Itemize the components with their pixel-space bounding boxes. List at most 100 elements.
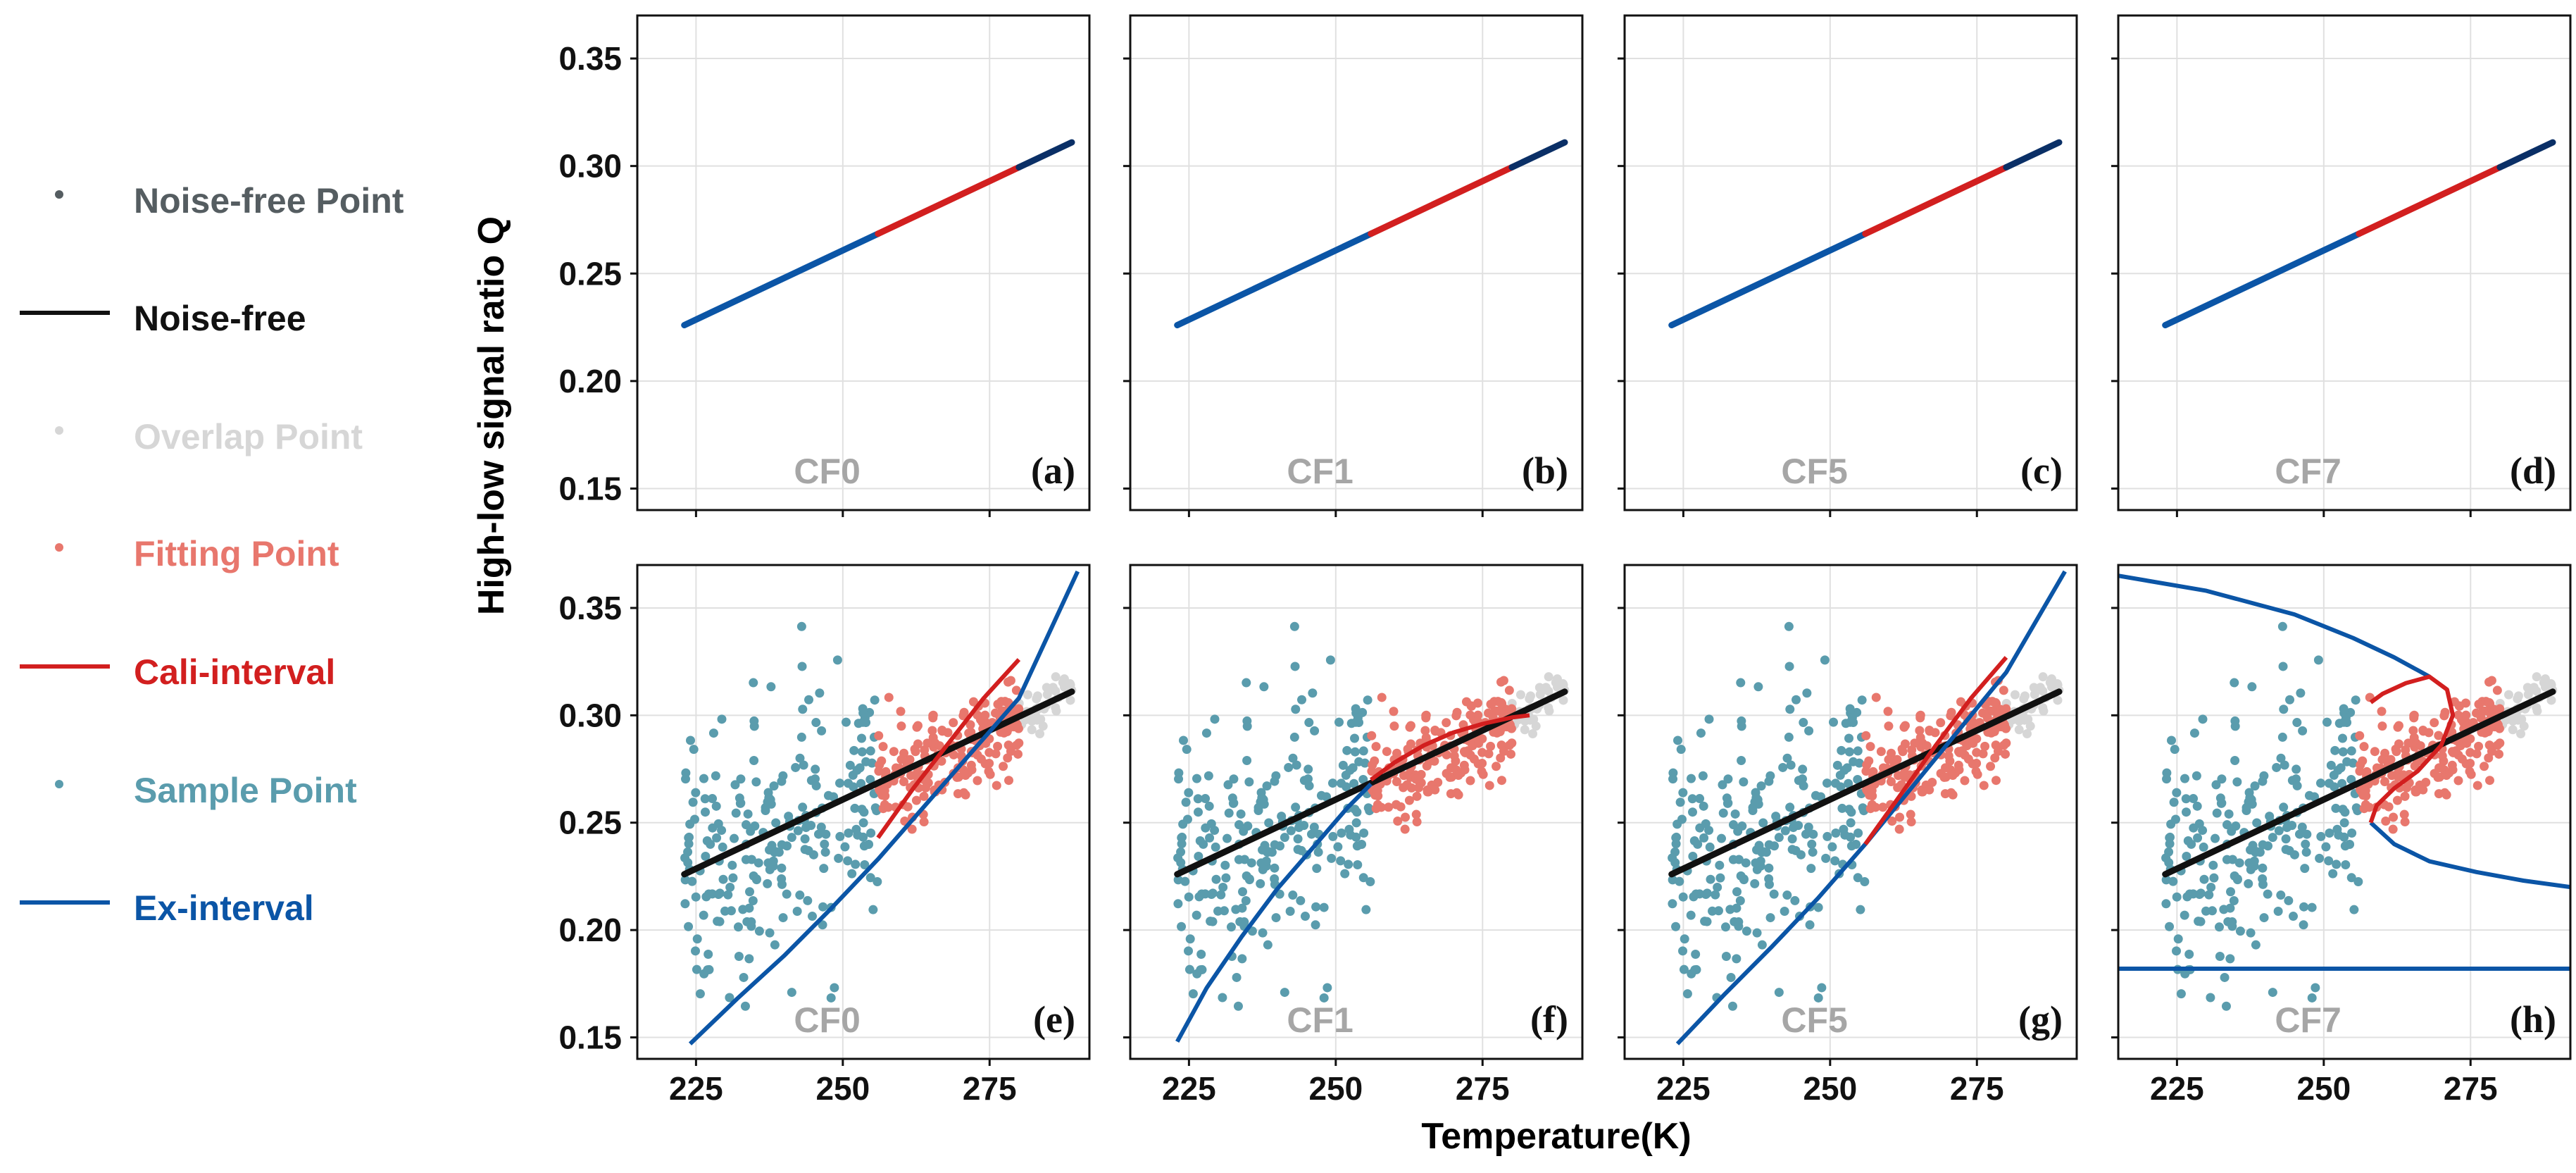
sample-point [1735, 895, 1745, 905]
sample-point [1334, 717, 1344, 727]
fitting-point [2494, 749, 2503, 759]
sample-point [1206, 819, 1216, 828]
fitting-point [1948, 771, 1958, 781]
sample-point [1303, 774, 1313, 784]
sample-point [1699, 801, 1708, 811]
fitting-point [2355, 731, 2365, 740]
sample-point [2297, 822, 2307, 832]
sample-point [738, 905, 748, 914]
sample-point [1765, 913, 1775, 923]
sample-point [778, 771, 788, 781]
fitting-point [2356, 760, 2365, 770]
sample-point [1201, 794, 1211, 804]
fitting-point [1968, 738, 1978, 748]
sample-point [1194, 807, 1203, 817]
sample-point [1257, 793, 1267, 802]
sample-point [818, 902, 828, 912]
sample-point [1792, 695, 1801, 705]
sample-point [1764, 874, 1774, 884]
fitting-point [1922, 741, 1932, 751]
sample-point [2299, 920, 2308, 930]
sample-point [1679, 964, 1689, 974]
sample-point [746, 921, 756, 931]
sample-point [1338, 760, 1348, 770]
sample-point [708, 794, 718, 804]
sample-point [2296, 688, 2306, 698]
sample-point [821, 829, 831, 839]
sample-point [844, 828, 854, 838]
sample-point [2247, 682, 2257, 692]
sample-point [1693, 839, 1703, 849]
overlap-point [2546, 679, 2556, 689]
sample-point [1844, 733, 1854, 743]
fitting-point [1003, 677, 1013, 687]
fitting-point [2415, 741, 2425, 751]
overlap-point [2517, 714, 2527, 724]
sample-point [1346, 719, 1356, 728]
sample-point [1211, 874, 1221, 884]
sample-point [2196, 888, 2206, 898]
sample-point [708, 728, 718, 738]
sample-point [1292, 760, 1301, 770]
sample-point [860, 713, 870, 723]
overlap-point [2532, 672, 2541, 682]
sample-point [1358, 746, 1368, 756]
sample-point [1686, 774, 1696, 783]
sample-point [804, 695, 814, 705]
panel-c: CF5 (c) [1618, 14, 2078, 517]
sample-point [695, 989, 705, 999]
sample-point [2161, 853, 2171, 863]
sample-point [1300, 912, 1310, 921]
sample-point [687, 876, 697, 886]
fitting-point [1955, 747, 1965, 757]
x-tick-label: 250 [815, 1070, 870, 1107]
sample-point [706, 839, 715, 849]
fitting-point [1870, 802, 1880, 812]
fitting-point [1986, 762, 1996, 771]
sample-point [2259, 771, 2269, 781]
sample-point [1857, 695, 1867, 705]
sample-point [1260, 840, 1270, 850]
sample-point [856, 778, 866, 788]
noise-free-line [681, 688, 1075, 878]
sample-point [749, 871, 758, 881]
sample-point [865, 774, 875, 784]
sample-point [1340, 869, 1350, 879]
segment-sample [2162, 230, 2363, 329]
sample-point [2226, 887, 2236, 897]
y-tick-label: 0.30 [558, 697, 622, 733]
sample-point [2230, 716, 2240, 726]
sample-point [2220, 972, 2230, 982]
sample-point [1798, 764, 1808, 774]
fitting-point [1404, 795, 1414, 805]
fitting-point [2434, 731, 2444, 740]
legend-item-fitting-point: Fitting Point [0, 528, 458, 573]
sample-point [1799, 781, 1808, 790]
sample-point [2194, 819, 2204, 828]
fitting-point [911, 795, 921, 805]
sample-point [1173, 853, 1183, 863]
sample-point [2176, 989, 2186, 999]
fitting-point [1887, 817, 1897, 826]
sample-point [1732, 887, 1742, 897]
sample-point [1827, 842, 1837, 852]
sample-point [1758, 818, 1768, 828]
sample-point [1285, 906, 1295, 916]
sample-point [746, 826, 756, 836]
sample-point [2215, 793, 2225, 803]
sample-point [1677, 814, 1687, 824]
sample-point [1837, 745, 1846, 755]
sample-point [850, 803, 860, 813]
legend-item-ex-interval: Ex-interval [0, 882, 458, 928]
sample-point [858, 818, 868, 828]
sample-point [1286, 826, 1296, 836]
sample-point [727, 860, 737, 870]
sample-point [1350, 747, 1360, 757]
legend-label: Fitting Point [134, 534, 339, 573]
fitting-point [875, 760, 884, 770]
sample-point [2252, 818, 2262, 828]
fitting-point [1925, 725, 1934, 735]
fitting-point [2401, 783, 2411, 793]
sample-point [857, 805, 867, 814]
sample-point [2334, 830, 2344, 840]
